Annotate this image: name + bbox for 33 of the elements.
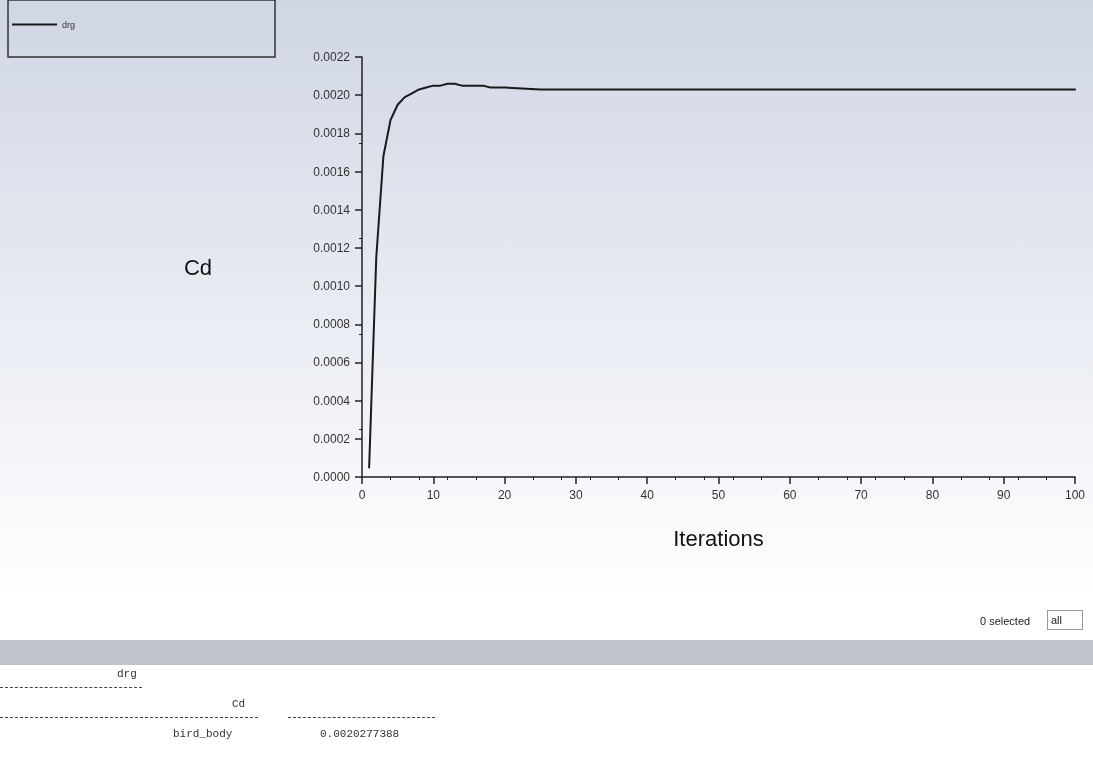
y-tick-label: 0.0010 bbox=[313, 279, 351, 294]
x-tick-label: 30 bbox=[569, 488, 583, 502]
y-tick-label: 0.0004 bbox=[313, 393, 351, 408]
text: drg bbox=[117, 668, 137, 680]
line-series bbox=[368, 82, 1076, 469]
x-tick-label: 100 bbox=[1064, 488, 1086, 502]
x-tick-label: 10 bbox=[426, 488, 441, 502]
y-tick-label: 0.0020 bbox=[313, 88, 351, 103]
y-tick-label: 0.0006 bbox=[313, 355, 351, 370]
text: Cd bbox=[232, 698, 246, 710]
x-tick-label: 60 bbox=[783, 488, 797, 502]
text: bird_body bbox=[173, 728, 233, 740]
y-tick-label: 0.0022 bbox=[313, 50, 351, 64]
x-tick-label: 70 bbox=[854, 488, 869, 502]
y-tick-label: 0.0016 bbox=[313, 164, 351, 179]
text: 0 selected bbox=[980, 615, 1031, 627]
x-tick-label: 90 bbox=[997, 488, 1011, 502]
x-tick-label: 0 bbox=[358, 488, 366, 502]
text: all bbox=[1047, 610, 1084, 630]
x-tick-label: 50 bbox=[711, 488, 726, 502]
y-axis-title: Cd bbox=[183, 254, 212, 280]
x-tick-label: 40 bbox=[640, 488, 655, 502]
x-axis-title: Iterations bbox=[673, 525, 764, 551]
y-tick-label: 0.0012 bbox=[313, 240, 351, 255]
y-tick-label: 0.0014 bbox=[313, 202, 351, 217]
text: 0.0020277388 bbox=[320, 728, 400, 740]
legend-label: drg bbox=[62, 19, 76, 30]
y-tick-label: 0.0000 bbox=[313, 470, 351, 484]
x-tick-label: 20 bbox=[497, 488, 512, 502]
y-tick-label: 0.0008 bbox=[313, 317, 351, 332]
x-tick-label: 80 bbox=[925, 488, 940, 502]
y-tick-label: 0.0002 bbox=[313, 431, 351, 446]
y-tick-label: 0.0018 bbox=[313, 126, 351, 141]
